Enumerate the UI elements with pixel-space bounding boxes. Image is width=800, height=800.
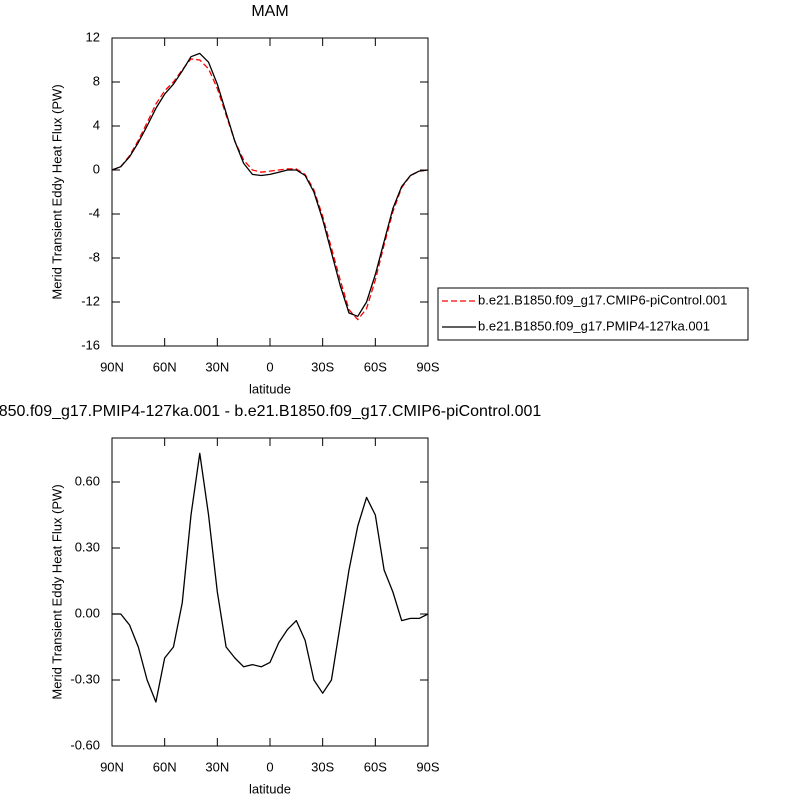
y-tick-label: -0.30 bbox=[70, 671, 100, 686]
x-tick-label: 60S bbox=[364, 359, 387, 374]
plot-frame bbox=[111, 37, 429, 347]
x-axis-label: latitude bbox=[249, 381, 291, 396]
x-tick-label: 30N bbox=[205, 359, 229, 374]
x-tick-label: 30S bbox=[311, 359, 334, 374]
y-tick-label: -8 bbox=[88, 249, 100, 264]
legend-label: b.e21.B1850.f09_g17.PMIP4-127ka.001 bbox=[478, 318, 710, 333]
y-tick-label: 12 bbox=[86, 29, 100, 44]
y-tick-label: -12 bbox=[81, 293, 100, 308]
chart-title: 850.f09_g17.PMIP4-127ka.001 - b.e21.B185… bbox=[0, 403, 541, 420]
legend-box bbox=[437, 287, 749, 341]
chart-title: MAM bbox=[251, 3, 288, 20]
series-line bbox=[112, 452, 429, 703]
x-tick-label: 60N bbox=[153, 759, 177, 774]
x-tick-label: 90N bbox=[100, 759, 124, 774]
x-axis-label: latitude bbox=[249, 781, 291, 796]
x-tick-label: 30S bbox=[311, 759, 334, 774]
y-tick-label: -0.60 bbox=[70, 737, 100, 752]
x-tick-label: 90S bbox=[416, 759, 439, 774]
x-tick-label: 90S bbox=[416, 359, 439, 374]
y-tick-label: -4 bbox=[88, 205, 100, 220]
y-tick-label: 8 bbox=[93, 73, 100, 88]
legend-label: b.e21.B1850.f09_g17.CMIP6-piControl.001 bbox=[478, 292, 727, 307]
x-tick-label: 0 bbox=[266, 359, 273, 374]
x-tick-label: 30N bbox=[205, 759, 229, 774]
y-tick-label: -16 bbox=[81, 337, 100, 352]
x-tick-label: 60N bbox=[153, 359, 177, 374]
y-tick-label: 0.60 bbox=[75, 473, 100, 488]
y-tick-label: 0 bbox=[93, 161, 100, 176]
plot-frame bbox=[111, 437, 429, 747]
x-tick-label: 60S bbox=[364, 759, 387, 774]
series-line bbox=[111, 58, 429, 321]
y-axis-label: Merid Transient Eddy Heat Flux (PW) bbox=[49, 484, 64, 699]
y-tick-label: 0.00 bbox=[75, 605, 100, 620]
y-axis-label: Merid Transient Eddy Heat Flux (PW) bbox=[49, 84, 64, 299]
x-tick-label: 90N bbox=[100, 359, 124, 374]
y-tick-label: 0.30 bbox=[75, 539, 100, 554]
series-line bbox=[111, 52, 429, 317]
x-tick-label: 0 bbox=[266, 759, 273, 774]
y-tick-label: 4 bbox=[93, 117, 100, 132]
